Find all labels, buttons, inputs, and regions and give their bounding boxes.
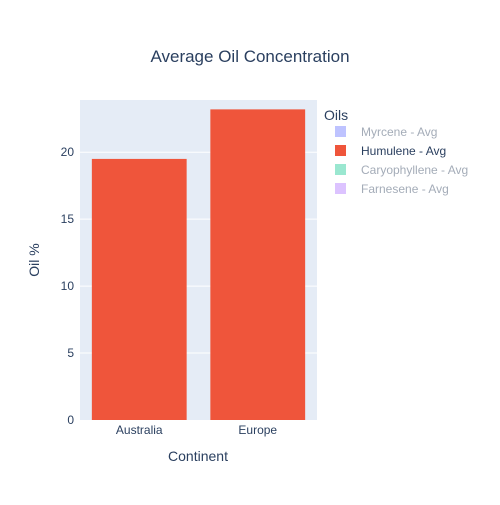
y-tick-label: 5 bbox=[67, 346, 74, 360]
bar-australia[interactable] bbox=[91, 158, 187, 420]
y-tick-label: 0 bbox=[67, 413, 74, 427]
y-tick-label: 20 bbox=[61, 145, 75, 159]
bars bbox=[91, 109, 306, 421]
legend: Oils Myrcene - Avg Humulene - Avg Caryophy… bbox=[324, 107, 468, 196]
legend-swatch bbox=[335, 164, 346, 175]
x-tick-labels: Australia Europe bbox=[116, 423, 278, 437]
legend-item[interactable]: Farnesene - Avg bbox=[335, 182, 449, 196]
y-tick-label: 15 bbox=[61, 212, 75, 226]
chart-title: Average Oil Concentration bbox=[150, 47, 349, 66]
x-axis-title: Continent bbox=[168, 448, 228, 464]
legend-label: Myrcene - Avg bbox=[361, 125, 437, 139]
legend-items: Myrcene - Avg Humulene - Avg Caryophyllene… bbox=[335, 125, 468, 196]
x-tick-label: Australia bbox=[116, 423, 163, 437]
legend-label: Humulene - Avg bbox=[361, 144, 446, 158]
legend-item[interactable]: Caryophyllene - Avg bbox=[335, 163, 468, 177]
legend-item[interactable]: Myrcene - Avg bbox=[335, 125, 437, 139]
legend-swatch bbox=[335, 126, 346, 137]
x-tick-label: Europe bbox=[238, 423, 277, 437]
y-axis-title: Oil % bbox=[26, 243, 42, 276]
legend-label: Caryophyllene - Avg bbox=[361, 163, 468, 177]
y-tick-label: 10 bbox=[61, 279, 75, 293]
legend-label: Farnesene - Avg bbox=[361, 182, 449, 196]
legend-title: Oils bbox=[324, 107, 348, 123]
legend-swatch bbox=[335, 145, 346, 156]
legend-swatch bbox=[335, 183, 346, 194]
legend-item[interactable]: Humulene - Avg bbox=[335, 144, 446, 158]
bar-europe[interactable] bbox=[210, 109, 306, 421]
y-tick-labels: 0 5 10 15 20 bbox=[61, 145, 75, 427]
